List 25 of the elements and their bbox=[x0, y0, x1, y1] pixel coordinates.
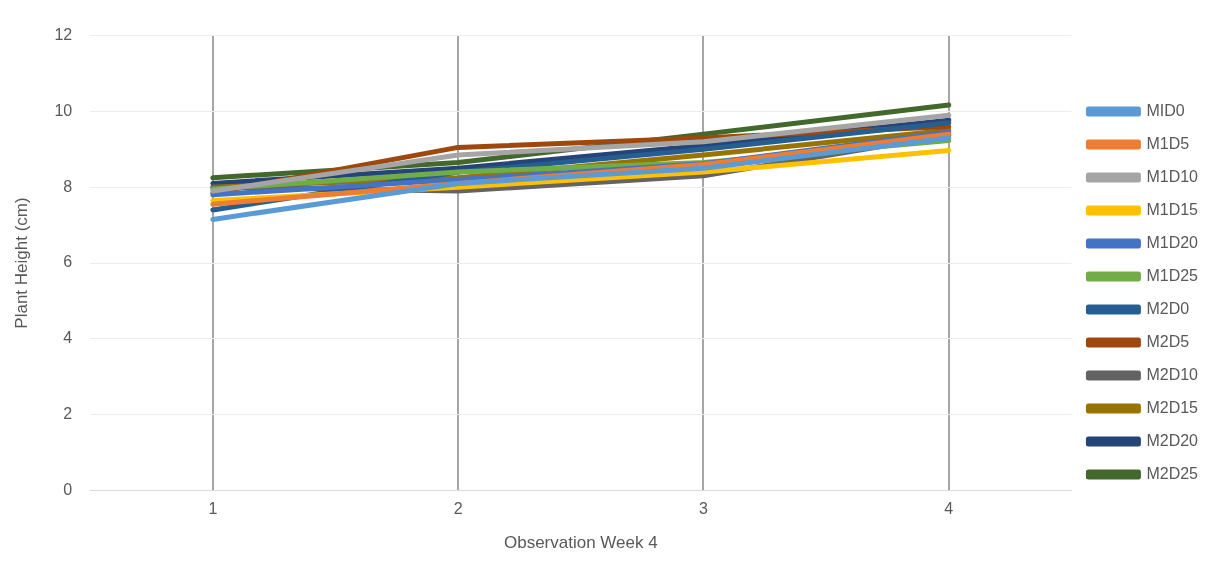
y-tick-label: 0 bbox=[63, 480, 73, 498]
x-tick-label: 3 bbox=[699, 500, 709, 518]
x-tick-label: 4 bbox=[944, 500, 954, 518]
legend-label: M2D15 bbox=[1146, 398, 1199, 416]
legend-label: M1D20 bbox=[1146, 233, 1199, 251]
legend-label: M1D10 bbox=[1146, 167, 1199, 185]
legend-label: M2D5 bbox=[1146, 332, 1190, 350]
y-tick-label: 8 bbox=[63, 177, 73, 195]
y-tick-label: 10 bbox=[54, 101, 73, 119]
x-axis-title: Observation Week 4 bbox=[503, 533, 658, 553]
y-tick-label: 2 bbox=[63, 405, 73, 423]
legend-label: MID0 bbox=[1146, 101, 1185, 119]
legend-label: M2D25 bbox=[1146, 464, 1199, 482]
legend-label: M2D0 bbox=[1146, 299, 1190, 317]
y-tick-label: 6 bbox=[63, 253, 73, 271]
legend-label: M2D10 bbox=[1146, 365, 1199, 383]
legend-label: M1D25 bbox=[1146, 266, 1199, 284]
legend-label: M1D15 bbox=[1146, 200, 1199, 218]
x-tick-label: 1 bbox=[208, 500, 218, 518]
legend-label: M2D20 bbox=[1146, 431, 1199, 449]
y-axis-title: Plant Height (cm) bbox=[11, 197, 31, 329]
y-tick-label: 4 bbox=[63, 329, 73, 347]
y-tick-label: 12 bbox=[54, 26, 73, 44]
legend-label: M1D5 bbox=[1146, 134, 1190, 152]
x-tick-label: 2 bbox=[453, 500, 463, 518]
